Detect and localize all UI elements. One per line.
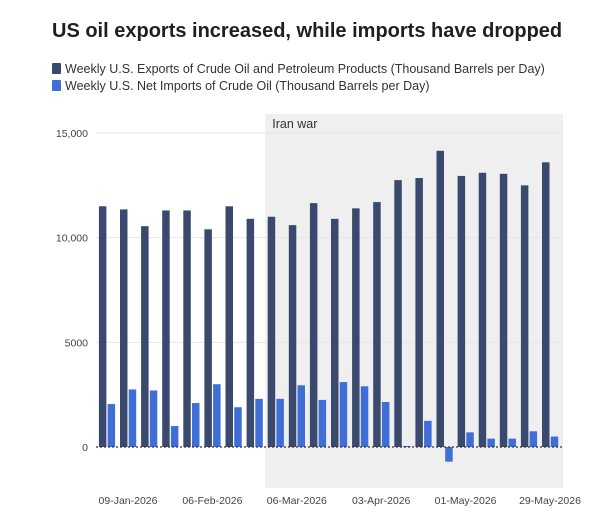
import-bar-13[interactable] [381,401,390,447]
export-bar-5[interactable] [204,229,212,447]
import-bar-3[interactable] [170,426,179,447]
import-bar-2[interactable] [149,390,158,447]
export-bar-6[interactable] [225,206,234,447]
export-bar-13[interactable] [373,202,381,447]
export-bar-19[interactable] [499,173,508,447]
legend-swatch-exports [52,63,61,74]
y-tick-label: 10,000 [56,233,88,245]
export-bar-4[interactable] [183,210,191,447]
import-bar-21[interactable] [550,436,559,447]
x-tick-label: 29-May-2026 [519,495,581,507]
export-bar-1[interactable] [120,209,128,447]
import-bar-17[interactable] [466,432,474,447]
export-bar-11[interactable] [331,218,339,447]
import-bar-5[interactable] [213,384,221,447]
export-bar-20[interactable] [520,185,529,448]
shaded-region-label: Iran war [272,117,317,131]
import-bar-19[interactable] [508,438,517,447]
import-bar-11[interactable] [339,382,348,447]
import-bar-4[interactable] [192,403,200,447]
import-bar-16[interactable] [445,447,453,462]
y-tick-label: 15,000 [56,128,88,140]
import-bar-12[interactable] [360,386,369,447]
import-bar-7[interactable] [255,398,263,447]
y-tick-label: 0 [82,442,88,454]
x-tick-label: 06-Feb-2026 [182,495,242,507]
export-bar-18[interactable] [478,172,487,448]
import-bar-14[interactable] [403,445,411,447]
import-bar-18[interactable] [487,438,495,447]
x-tick-label: 06-Mar-2026 [267,495,327,507]
legend: Weekly U.S. Exports of Crude Oil and Pet… [52,60,545,94]
export-bar-10[interactable] [309,203,318,447]
export-bar-17[interactable] [457,175,466,447]
import-bar-20[interactable] [529,431,538,447]
chart-title: US oil exports increased, while imports … [52,20,563,42]
legend-item-exports[interactable]: Weekly U.S. Exports of Crude Oil and Pet… [52,60,545,77]
export-bar-15[interactable] [415,178,423,448]
import-bar-0[interactable] [107,404,116,447]
y-tick-label: 5000 [65,337,89,349]
legend-label-exports: Weekly U.S. Exports of Crude Oil and Pet… [65,61,545,76]
export-bar-3[interactable] [162,210,170,447]
x-tick-label: 01-May-2026 [435,495,497,507]
export-bar-14[interactable] [394,180,402,447]
export-bar-12[interactable] [352,208,360,447]
export-bar-2[interactable] [141,226,149,447]
legend-label-imports: Weekly U.S. Net Imports of Crude Oil (Th… [65,78,430,93]
import-bar-1[interactable] [128,389,137,447]
export-bar-9[interactable] [288,225,297,447]
legend-item-imports[interactable]: Weekly U.S. Net Imports of Crude Oil (Th… [52,77,545,94]
export-bar-7[interactable] [246,218,255,447]
import-bar-8[interactable] [276,398,284,447]
import-bar-15[interactable] [424,420,432,447]
import-bar-6[interactable] [234,407,242,447]
x-tick-label: 09-Jan-2026 [99,495,158,507]
legend-swatch-imports [52,80,61,91]
export-bar-21[interactable] [542,162,550,447]
export-bar-8[interactable] [267,216,276,447]
import-bar-9[interactable] [297,385,306,447]
import-bar-10[interactable] [318,399,327,447]
export-bar-0[interactable] [98,206,107,447]
export-bar-16[interactable] [436,150,445,447]
x-tick-label: 03-Apr-2026 [352,495,411,507]
